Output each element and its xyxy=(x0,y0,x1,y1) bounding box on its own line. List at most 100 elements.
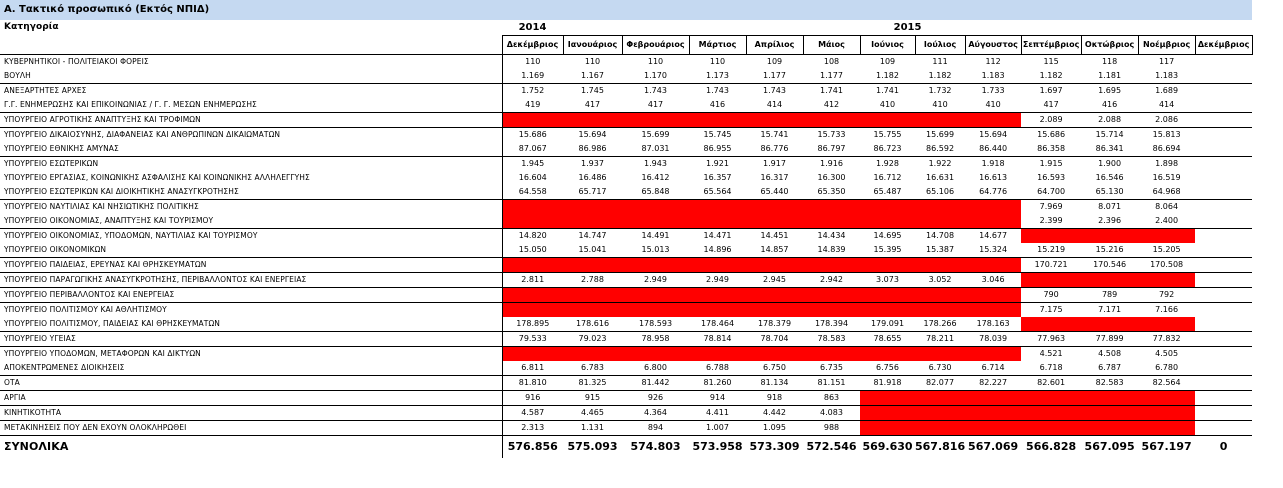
total-value-cell: 567.069 xyxy=(965,435,1022,458)
value-cell: 1.922 xyxy=(915,156,966,171)
value-cell: 86.694 xyxy=(1152,144,1181,153)
value-cell: 108 xyxy=(803,54,860,69)
value-cell: 16.300 xyxy=(817,173,846,182)
missing-value-cell xyxy=(622,112,689,128)
value-cell xyxy=(1195,214,1252,229)
missing-value-cell xyxy=(501,214,563,229)
missing-value-cell xyxy=(689,214,746,229)
category-header: Κατηγορία xyxy=(4,22,59,33)
missing-value-cell xyxy=(965,214,1022,229)
value-cell xyxy=(1195,142,1252,157)
month-header: Μάρτιος xyxy=(688,35,747,55)
value-cell: 78.211 xyxy=(915,331,966,347)
value-cell: 16.546 xyxy=(1095,173,1124,182)
missing-value-cell xyxy=(563,112,622,128)
table-row: ΥΠΟΥΡΓΕΙΟ ΕΘΝΙΚΗΣ ΑΜΥΝΑΣ 87.067 86.986 87.0… xyxy=(0,142,1252,157)
missing-value-cell xyxy=(622,214,689,229)
missing-value-cell xyxy=(915,390,966,406)
month-header: Ιανουάριος xyxy=(562,35,623,55)
value-cell: 2.788 xyxy=(563,272,622,288)
missing-value-cell xyxy=(860,257,915,273)
value-cell: 1.945 xyxy=(501,156,563,171)
value-cell: 15.714 xyxy=(1081,127,1139,142)
value-cell xyxy=(1195,98,1252,113)
value-cell: 4.364 xyxy=(622,405,689,421)
value-cell xyxy=(1195,272,1253,288)
value-cell: 914 xyxy=(689,390,746,406)
value-cell: 178.616 xyxy=(575,319,610,328)
table-row: Γ.Γ. ΕΝΗΜΕΡΩΣΗΣ ΚΑΙ ΕΠΙΚΟΙΝΩΝΙΑΣ / Γ. Γ.… xyxy=(0,98,1252,113)
missing-value-cell xyxy=(965,420,1022,436)
missing-value-cell xyxy=(1081,390,1139,406)
missing-value-cell xyxy=(965,287,1022,303)
value-cell: 109 xyxy=(860,54,915,69)
value-cell: 14.695 xyxy=(860,228,915,243)
value-cell: 16.317 xyxy=(760,173,789,182)
value-cell: 15.699 xyxy=(622,127,689,142)
missing-value-cell xyxy=(1021,317,1082,332)
value-cell xyxy=(1195,185,1252,200)
total-value-cell: 0 xyxy=(1195,435,1253,458)
missing-value-cell xyxy=(689,112,746,128)
value-cell: 3.046 xyxy=(965,272,1022,288)
value-cell: 894 xyxy=(622,420,689,436)
value-cell xyxy=(1195,287,1253,303)
total-value-cell: 575.093 xyxy=(563,435,622,458)
value-cell: 15.741 xyxy=(746,127,803,142)
value-cell: 86.341 xyxy=(1095,144,1124,153)
value-cell: 2.400 xyxy=(1155,216,1179,225)
value-cell: 1.182 xyxy=(928,71,952,80)
value-cell: 178.464 xyxy=(700,319,735,328)
missing-value-cell xyxy=(965,257,1022,273)
missing-value-cell xyxy=(563,214,622,229)
value-cell: 4.587 xyxy=(501,405,563,421)
value-cell: 81.151 xyxy=(803,375,860,391)
missing-value-cell xyxy=(1138,272,1196,288)
value-cell: 1.743 xyxy=(689,83,746,98)
value-cell xyxy=(1195,54,1253,69)
value-cell xyxy=(1195,331,1253,347)
value-cell: 14.451 xyxy=(746,228,803,243)
value-cell: 82.601 xyxy=(1021,375,1082,391)
missing-value-cell xyxy=(803,214,860,229)
value-cell xyxy=(1195,317,1252,332)
missing-value-cell xyxy=(563,287,622,303)
value-cell xyxy=(1195,171,1252,185)
value-cell: 77.832 xyxy=(1138,331,1196,347)
value-cell: 86.986 xyxy=(578,144,607,153)
value-cell xyxy=(1195,302,1253,317)
value-cell: 410 xyxy=(985,100,1001,109)
value-cell: 1.900 xyxy=(1081,156,1139,171)
value-cell: 6.800 xyxy=(644,363,667,372)
value-cell: 15.733 xyxy=(803,127,860,142)
total-value-cell: 569.630 xyxy=(860,435,915,458)
value-cell: 65.350 xyxy=(817,187,846,196)
value-cell: 15.699 xyxy=(915,127,966,142)
value-cell: 15.050 xyxy=(501,243,563,258)
value-cell: 82.564 xyxy=(1138,375,1196,391)
value-cell: 789 xyxy=(1081,287,1139,303)
value-cell: 3.073 xyxy=(860,272,915,288)
missing-value-cell xyxy=(746,257,803,273)
missing-value-cell xyxy=(1021,390,1082,406)
value-cell: 78.583 xyxy=(803,331,860,347)
value-cell: 65.440 xyxy=(760,187,789,196)
missing-value-cell xyxy=(746,199,803,214)
value-cell: 110 xyxy=(622,54,689,69)
value-cell: 86.955 xyxy=(703,144,732,153)
value-cell: 916 xyxy=(501,390,563,406)
month-header: Φεβρουάριος xyxy=(621,35,690,55)
value-cell: 86.797 xyxy=(817,144,846,153)
row-label: ΜΕΤΑΚΙΝΗΣΕΙΣ ΠΟΥ ΔΕΝ ΕΧΟΥΝ ΟΛΟΚΛΗΡΩΘΕΙ xyxy=(0,420,502,436)
value-cell: 1.943 xyxy=(622,156,689,171)
table-row: ΑΡΓΙΑ 916 915 926 914 918 863 xyxy=(0,390,1253,406)
total-value-cell: 567.095 xyxy=(1081,435,1139,458)
value-cell: 14.491 xyxy=(622,228,689,243)
month-header: Ιούνιος xyxy=(859,35,916,55)
value-cell: 15.324 xyxy=(979,245,1008,254)
total-value-cell: 573.309 xyxy=(746,435,803,458)
value-cell: 79.533 xyxy=(501,331,563,347)
value-cell: 14.820 xyxy=(501,228,563,243)
missing-value-cell xyxy=(860,287,915,303)
value-cell: 2.811 xyxy=(501,272,563,288)
